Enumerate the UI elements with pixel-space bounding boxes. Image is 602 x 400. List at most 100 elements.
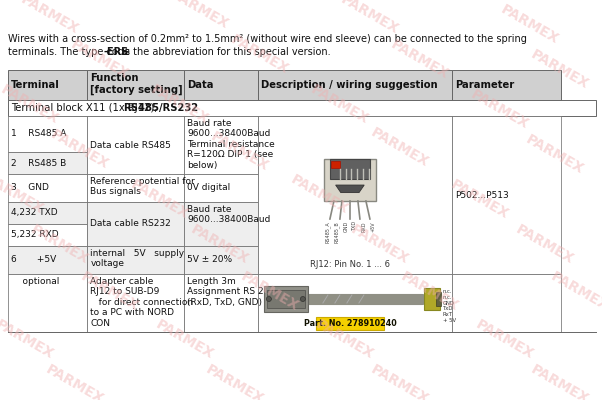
Text: PARMEX: PARMEX	[19, 0, 81, 37]
Bar	[258, 116, 452, 274]
Bar	[87, 70, 184, 100]
Text: PARMEX: PARMEX	[169, 0, 231, 32]
Polygon shape	[336, 185, 364, 192]
Text: 2    RS485 B: 2 RS485 B	[11, 158, 66, 168]
Bar	[184, 116, 258, 174]
Text: PARMEX: PARMEX	[529, 48, 591, 92]
Text: PARMEX: PARMEX	[524, 133, 586, 177]
Bar	[452, 274, 560, 332]
Text: internal   5V   supply
voltage: internal 5V supply voltage	[90, 249, 184, 268]
Bar	[8, 174, 87, 202]
Bar	[324, 159, 376, 201]
Bar	[87, 116, 184, 174]
Text: PARMEX: PARMEX	[129, 178, 191, 222]
Text: 1    RS485 A: 1 RS485 A	[11, 130, 66, 138]
Text: 5V ± 20%: 5V ± 20%	[187, 256, 232, 264]
Text: -ERS: -ERS	[104, 47, 129, 57]
Text: PARMEX: PARMEX	[529, 363, 591, 400]
Bar	[316, 316, 384, 330]
Text: RS485_B: RS485_B	[334, 221, 340, 243]
Bar	[8, 152, 87, 174]
Bar	[184, 274, 258, 332]
Text: Length 3m
Assignment RS 232
(RxD, TxD, GND): Length 3m Assignment RS 232 (RxD, TxD, G…	[187, 277, 275, 307]
Text: RJ12: Pin No. 1 ... 6: RJ12: Pin No. 1 ... 6	[310, 260, 390, 269]
Text: PARMEX: PARMEX	[314, 318, 376, 362]
Bar	[8, 202, 87, 224]
Text: Terminal: Terminal	[11, 80, 60, 90]
Text: PARMEX: PARMEX	[368, 126, 432, 170]
Text: Baud rate
9600...38400Baud
Terminal resistance
R=120Ω DIP 1 (see
below): Baud rate 9600...38400Baud Terminal resi…	[187, 119, 275, 170]
Text: PARMEX: PARMEX	[28, 223, 92, 267]
Circle shape	[267, 296, 272, 302]
Text: Terminal block X11 (1x RJ12),: Terminal block X11 (1x RJ12),	[11, 103, 161, 113]
Text: PARMEX: PARMEX	[368, 363, 432, 400]
Text: PARMEX: PARMEX	[548, 270, 602, 314]
Bar	[184, 70, 258, 100]
Text: Data: Data	[187, 80, 214, 90]
Text: PARMEX: PARMEX	[208, 130, 272, 174]
Text: PARMEX: PARMEX	[0, 318, 57, 362]
Bar	[87, 202, 184, 246]
Bar	[258, 70, 452, 100]
Text: P502...P513: P502...P513	[455, 190, 509, 200]
Bar	[87, 274, 184, 332]
Text: PARMEX: PARMEX	[203, 363, 267, 400]
Text: is the abbreviation for this special version.: is the abbreviation for this special ver…	[119, 47, 330, 57]
Circle shape	[300, 296, 305, 302]
Text: Data cable RS485: Data cable RS485	[90, 140, 171, 150]
Text: PARMEX: PARMEX	[474, 318, 536, 362]
Text: Baud rate
9600...38400Baud: Baud rate 9600...38400Baud	[187, 205, 271, 224]
Text: PARMEX: PARMEX	[338, 0, 402, 37]
Text: GND: GND	[343, 221, 349, 232]
Text: Description / wiring suggestion: Description / wiring suggestion	[261, 80, 438, 90]
Bar	[330, 159, 370, 179]
Bar	[452, 70, 560, 100]
Bar	[264, 286, 308, 312]
Text: RS485/RS232: RS485/RS232	[123, 103, 199, 113]
Text: Adapter cable
RJ12 to SUB-D9
   for direct connection
to a PC with NORD
CON: Adapter cable RJ12 to SUB-D9 for direct …	[90, 277, 193, 328]
Text: PARMEX: PARMEX	[514, 223, 577, 267]
Text: 5,232 RXD: 5,232 RXD	[11, 230, 58, 240]
Text: PARMEX: PARMEX	[0, 83, 61, 127]
Text: 6       +5V: 6 +5V	[11, 256, 56, 264]
Text: PARMEX: PARMEX	[468, 88, 532, 132]
Bar	[452, 116, 560, 274]
Text: PARMEX: PARMEX	[69, 38, 131, 82]
Text: Reference potential for
Bus signals: Reference potential for Bus signals	[90, 177, 195, 196]
Bar	[258, 274, 452, 332]
Bar	[184, 202, 258, 246]
Text: TXD: TXD	[352, 221, 358, 231]
Text: PARMEX: PARMEX	[448, 178, 512, 222]
Text: +5V: +5V	[370, 221, 376, 232]
Text: PARMEX: PARMEX	[188, 223, 252, 267]
Text: PARMEX: PARMEX	[49, 128, 111, 172]
Bar	[87, 246, 184, 274]
Text: 3    GND: 3 GND	[11, 184, 49, 192]
Text: PARMEX: PARMEX	[349, 223, 411, 267]
Text: Wires with a cross-section of 0.2mm² to 1.5mm² (without wire end sleeve) can be : Wires with a cross-section of 0.2mm² to …	[8, 34, 527, 44]
Text: Part. No. 278910240: Part. No. 278910240	[303, 318, 396, 328]
Bar	[8, 100, 596, 116]
Bar	[424, 288, 440, 310]
Bar	[267, 290, 305, 308]
Text: PARMEX: PARMEX	[43, 363, 107, 400]
Bar	[331, 161, 340, 168]
Bar	[184, 174, 258, 202]
Bar	[8, 224, 87, 246]
Bar	[184, 246, 258, 274]
Text: 0V digital: 0V digital	[187, 184, 231, 192]
Text: RS485_A: RS485_A	[325, 221, 330, 243]
Text: 4,232 TXD: 4,232 TXD	[11, 208, 58, 218]
Bar	[87, 174, 184, 202]
Text: PARMEX: PARMEX	[388, 38, 452, 82]
Text: terminals. The type code: terminals. The type code	[8, 47, 133, 57]
Bar	[436, 292, 441, 306]
Bar	[8, 116, 87, 152]
Text: RXD: RXD	[361, 221, 367, 232]
Text: PARMEX: PARMEX	[309, 83, 371, 127]
Text: PARMEX: PARMEX	[0, 173, 46, 217]
Text: PARMEX: PARMEX	[79, 270, 141, 314]
Text: PARMEX: PARMEX	[399, 270, 461, 314]
Text: PARMEX: PARMEX	[498, 3, 562, 47]
Text: n.c.
n.c.
GND
TxD
RxT
+ 5V: n.c. n.c. GND TxD RxT + 5V	[443, 289, 456, 323]
